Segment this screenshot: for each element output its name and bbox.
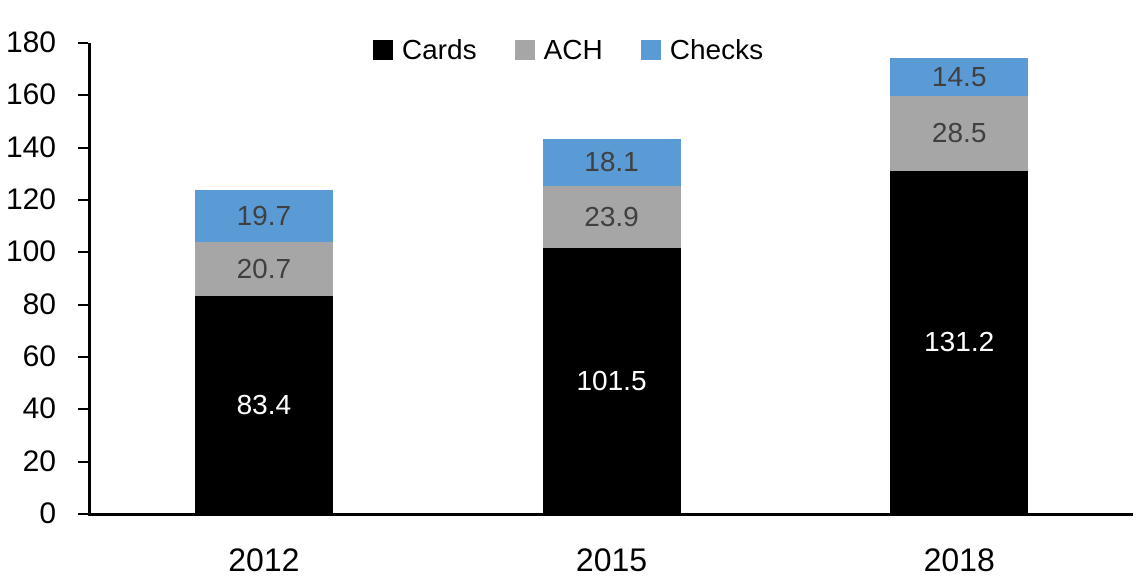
y-axis-tick-mark: [78, 251, 88, 254]
legend-item: Cards: [372, 34, 477, 65]
x-axis-category-label: 2018: [923, 542, 995, 578]
legend-label: ACH: [543, 34, 603, 65]
y-axis-tick-label: 20: [22, 444, 56, 478]
bar-value-label: 101.5: [576, 365, 647, 397]
bar-segment-ach: 20.7: [194, 241, 333, 296]
bar-value-label: 20.7: [236, 252, 292, 284]
x-axis-line: [88, 513, 1133, 516]
y-axis-tick-mark: [78, 42, 88, 44]
legend-swatch-ach: [514, 40, 535, 60]
legend-label: Cards: [401, 34, 477, 65]
y-axis-tick-mark: [78, 146, 88, 149]
bar-value-label: 131.2: [924, 326, 995, 358]
y-axis-tick-label: 140: [5, 130, 56, 164]
chart-legend: Cards ACH Checks: [0, 36, 1136, 64]
y-axis-tick-label: 0: [39, 497, 56, 530]
y-axis-tick-label: 160: [5, 78, 56, 112]
bar-segment-cards: 83.4: [194, 295, 333, 514]
legend-label: Checks: [669, 34, 764, 65]
y-axis-tick-label: 120: [5, 183, 56, 216]
bar-segment-checks: 19.7: [194, 190, 333, 242]
bar-value-label: 18.1: [584, 146, 639, 178]
bar-value-label: 23.9: [584, 201, 639, 233]
legend-item: ACH: [514, 34, 603, 65]
bar-segment-cards: 101.5: [542, 248, 681, 514]
legend-swatch-checks: [640, 40, 661, 60]
x-axis-category-label: 2015: [575, 542, 648, 578]
bar-segment-ach: 28.5: [890, 96, 1029, 171]
y-axis-tick-label: 100: [5, 235, 56, 269]
y-axis-tick-mark: [78, 460, 88, 463]
y-axis-tick-mark: [78, 513, 88, 515]
bar-value-label: 83.4: [236, 388, 292, 420]
bar-segment-checks: 18.1: [542, 138, 681, 186]
bar-segment-ach: 23.9: [542, 185, 681, 249]
bar-value-label: 19.7: [236, 199, 292, 231]
y-axis-tick-mark: [78, 356, 88, 358]
y-axis-tick-mark: [78, 199, 88, 201]
legend-item: Checks: [640, 34, 764, 65]
y-axis-line: [88, 43, 91, 514]
y-axis-tick-label: 60: [22, 340, 56, 373]
y-axis-tick-mark: [78, 303, 88, 306]
y-axis-tick-label: 180: [5, 26, 56, 59]
bar-value-label: 28.5: [931, 117, 987, 149]
y-axis-tick-label: 80: [22, 287, 56, 321]
bar-value-label: 14.5: [931, 61, 987, 93]
y-axis-tick-label: 40: [22, 392, 56, 426]
bar-segment-checks: 14.5: [890, 58, 1029, 97]
y-axis-tick-mark: [78, 94, 88, 97]
x-axis-category-label: 2012: [228, 542, 300, 578]
y-axis-tick-mark: [78, 408, 88, 411]
legend-swatch-cards: [372, 40, 393, 60]
bar-segment-cards: 131.2: [890, 170, 1029, 514]
